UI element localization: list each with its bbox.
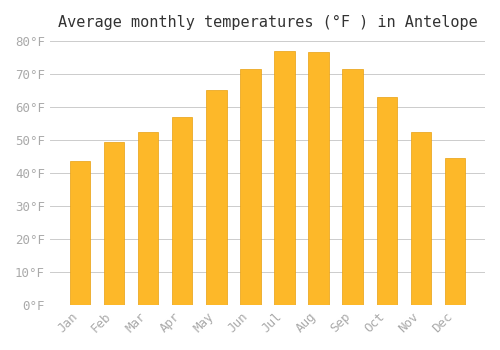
Bar	[445, 158, 465, 305]
Bar	[104, 142, 124, 305]
Bar	[410, 132, 431, 305]
Bar	[376, 97, 397, 305]
Bar	[308, 52, 329, 305]
Bar	[70, 161, 90, 305]
Bar	[138, 132, 158, 305]
Bar	[172, 117, 193, 305]
Bar	[240, 69, 260, 305]
Bar	[206, 90, 227, 305]
Bar	[274, 51, 294, 305]
Bar	[342, 69, 363, 305]
Title: Average monthly temperatures (°F ) in Antelope: Average monthly temperatures (°F ) in An…	[58, 15, 478, 30]
